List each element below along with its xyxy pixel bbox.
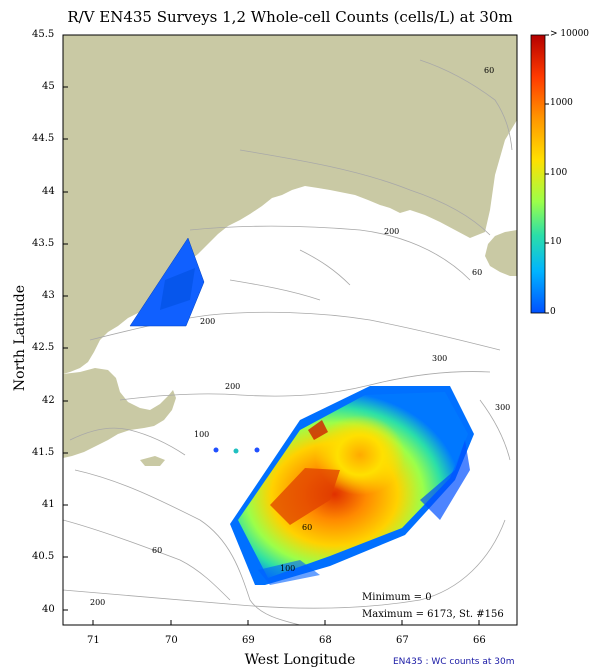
map-frame: [62, 34, 518, 626]
colorbar-label: 100: [550, 168, 568, 178]
y-tick-label: 43: [42, 290, 55, 301]
contour-label: 100: [194, 430, 210, 439]
stats-maximum: Maximum = 6173, St. #156: [362, 609, 504, 620]
x-tick-label: 66: [473, 635, 486, 646]
y-axis-label: North Latitude: [12, 284, 28, 392]
x-tick-marks: [92, 620, 480, 625]
stats-minimum: Minimum = 0: [362, 592, 432, 603]
y-tick-label: 42: [42, 395, 55, 406]
colorbar-ticks: [545, 34, 549, 314]
contour-label: 300: [495, 403, 511, 412]
y-tick-label: 43.5: [32, 238, 55, 249]
y-tick-label: 42.5: [32, 342, 55, 353]
land-cape-cod: [63, 368, 176, 458]
y-tick-label: 45.5: [32, 29, 55, 40]
map-title: R/V EN435 Surveys 1,2 Whole-cell Counts …: [67, 8, 513, 26]
land-nova-scotia: [485, 230, 517, 276]
y-tick-label: 41.5: [32, 447, 55, 458]
y-tick-label: 45: [42, 81, 55, 92]
colorbar-label: 1000: [550, 98, 573, 108]
station-markers: [213, 447, 260, 454]
land-north: [63, 35, 517, 374]
y-tick-marks: [63, 34, 68, 611]
contour-label: 200: [90, 598, 106, 607]
contour-label: 200: [200, 317, 216, 326]
colorbar-label: 10: [550, 237, 562, 247]
x-axis-label: West Longitude: [244, 652, 356, 668]
survey-patch-georges-bank: [230, 386, 474, 585]
y-tick-label: 40: [42, 604, 55, 615]
contour-label: 60: [152, 546, 163, 555]
x-tick-label: 67: [396, 635, 409, 646]
contour-label: 200: [384, 227, 400, 236]
footer-note: EN435 : WC counts at 30m: [393, 657, 515, 667]
contour-label: 300: [432, 354, 448, 363]
y-tick-label: 44.5: [32, 133, 55, 144]
x-tick-label: 71: [87, 635, 100, 646]
y-tick-label: 40.5: [32, 551, 55, 562]
x-tick-label: 69: [242, 635, 255, 646]
y-tick-label: 41: [42, 499, 55, 510]
land-nantucket: [140, 456, 165, 466]
x-tick-label: 70: [165, 635, 178, 646]
colorbar-label: > 10000: [550, 29, 590, 39]
contour-label: 60: [302, 523, 313, 532]
colorbar: [530, 34, 546, 314]
y-tick-label: 44: [42, 186, 55, 197]
contour-label: 100: [280, 564, 296, 573]
contour-label: 200: [225, 382, 241, 391]
contour-label: 60: [472, 268, 483, 277]
contour-label: 60: [484, 66, 495, 75]
x-tick-label: 68: [319, 635, 332, 646]
colorbar-label: 0: [550, 307, 556, 317]
